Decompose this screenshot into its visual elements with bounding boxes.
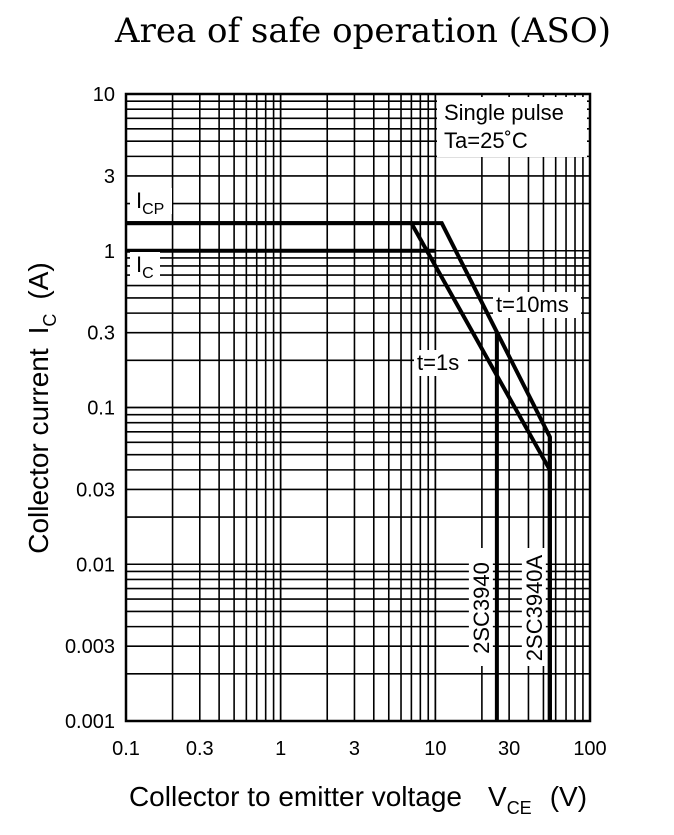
- x-axis-symbol-sub: CE: [507, 798, 532, 818]
- x-tick-label: 0.3: [186, 738, 214, 760]
- y-axis-label: Collector current: [23, 348, 54, 554]
- x-axis-title: Collector to emitter voltage VCE (V): [129, 781, 587, 818]
- x-tick-label: 0.1: [112, 738, 140, 760]
- tick-labels: 0.1 0.3 1 3 10 30 100 10 3 1 0.3 0.1 0.03 0.01 0.003 0.…: [65, 84, 607, 760]
- curves: [126, 221, 552, 721]
- svg-text:Collector currentIC(A): Collector current IC (A): [23, 262, 60, 554]
- x-tick-label: 100: [573, 738, 606, 760]
- x-axis-symbol: V: [488, 781, 507, 812]
- limit-label-bg: [130, 252, 160, 278]
- y-axis-symbol-sub: C: [40, 314, 60, 327]
- condition-ambient-temp: Ta=25˚C: [444, 128, 528, 153]
- series-label-bg: [493, 292, 581, 318]
- y-tick-label: 0.03: [76, 479, 115, 501]
- y-tick-label: 1: [104, 241, 115, 263]
- y-tick-label: 0.01: [76, 554, 115, 576]
- series-label-t1s: t=1s: [417, 350, 459, 375]
- y-tick-label: 0.3: [87, 323, 115, 345]
- series-label-bg: [414, 350, 468, 376]
- x-tick-label: 10: [424, 738, 446, 760]
- y-axis-symbol: I: [23, 327, 54, 335]
- limit-label-bg: [130, 188, 172, 214]
- y-tick-label: 0.001: [65, 711, 115, 733]
- x-tick-label: 30: [498, 738, 520, 760]
- x-tick-label: 1: [275, 738, 286, 760]
- y-tick-label: 0.003: [65, 636, 115, 658]
- y-axis-title: Collector current IC (A): [23, 262, 60, 554]
- plot-frame: [124, 92, 592, 723]
- x-axis-label: Collector to emitter voltage: [129, 781, 462, 812]
- x-axis-unit: (V): [550, 781, 587, 812]
- limit-label-ic: IC: [136, 252, 154, 282]
- y-tick-label: 0.1: [87, 398, 115, 420]
- condition-single-pulse: Single pulse: [444, 100, 564, 125]
- limit-label-icp: ICP: [136, 188, 164, 218]
- conditions-box: [437, 97, 587, 157]
- device-label-bg: [521, 548, 546, 666]
- grid: [125, 93, 591, 722]
- y-tick-label: 10: [93, 84, 115, 106]
- series-label-t10ms: t=10ms: [496, 292, 569, 317]
- y-tick-label: 3: [104, 166, 115, 188]
- device-label-bg: [468, 548, 493, 666]
- y-axis-unit: (A): [23, 262, 54, 299]
- x-tick-label: 3: [349, 738, 360, 760]
- device-label-2sc3940: 2SC3940: [469, 562, 494, 654]
- device-label-2sc3940a: 2SC3940A: [522, 554, 547, 661]
- annotations: Single pulse Ta=25˚C ICP IC t=10ms t=1s 2SC394…: [130, 97, 587, 666]
- chart-title: Area of safe operation (ASO): [114, 11, 611, 51]
